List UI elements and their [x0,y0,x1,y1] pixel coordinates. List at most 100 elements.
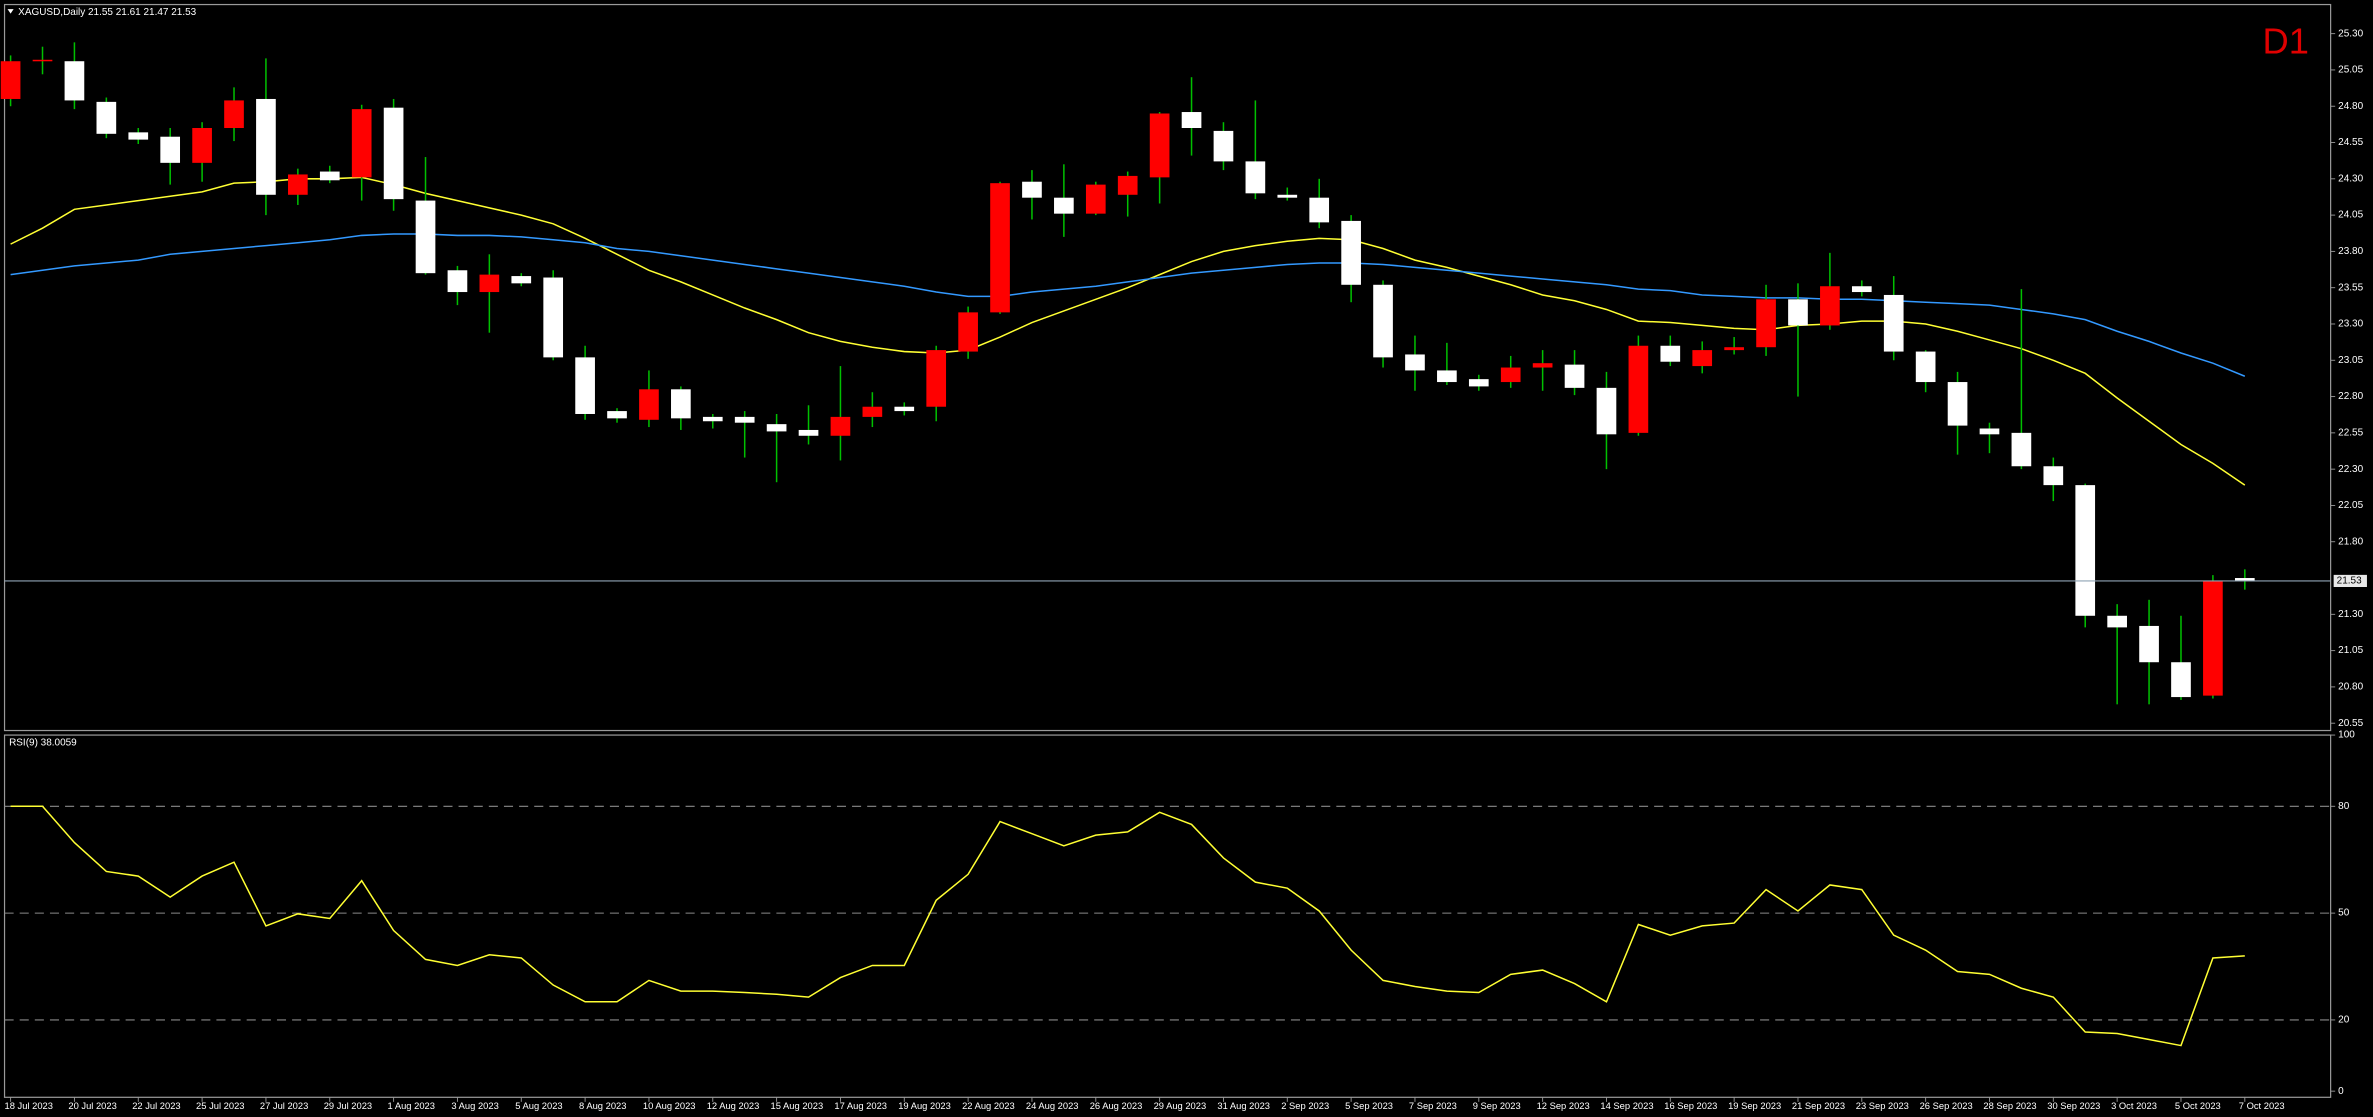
indicator-line [10,176,2246,486]
x-tick-label: 26 Aug 2023 [1090,1101,1143,1111]
candle-body [2203,580,2223,696]
candle-body [1149,113,1170,178]
y-tick-label: 24.30 [2338,173,2363,184]
y-tick-label: 25.05 [2338,65,2363,76]
x-tick-label: 23 Sep 2023 [1856,1101,1909,1111]
x-tick-label: 19 Aug 2023 [898,1101,951,1111]
y-tick-label: 23.05 [2338,355,2363,366]
candle-body [2171,662,2191,698]
candle-body [96,101,117,134]
x-tick-label: 18 Jul 2023 [5,1101,53,1111]
candle-body [1628,345,1649,433]
x-tick-label: 25 Jul 2023 [196,1101,244,1111]
y-tick-label: 20.80 [2338,682,2363,693]
x-tick-label: 5 Aug 2023 [515,1101,562,1111]
x-tick-label: 22 Aug 2023 [962,1101,1015,1111]
candle-body [32,59,53,62]
x-tick-label: 3 Oct 2023 [2111,1101,2157,1111]
candle-body [607,411,627,419]
timeframe-label: D1 [2263,21,2309,62]
candle-body [64,61,85,101]
y-tick-label: 24.80 [2338,101,2363,112]
x-tick-label: 16 Sep 2023 [1664,1101,1717,1111]
y-tick-label: 21.80 [2338,536,2363,547]
x-tick-label: 17 Aug 2023 [834,1101,887,1111]
candle-body [1564,364,1585,388]
candle-body [798,429,819,436]
x-tick-label: 7 Sep 2023 [1409,1101,1457,1111]
candle-body [1085,184,1106,214]
candle-body [2075,485,2096,616]
candle-body [830,416,851,436]
x-tick-label: 2 Sep 2023 [1281,1101,1329,1111]
candle-body [1820,286,1840,326]
x-tick-label: 27 Jul 2023 [260,1101,308,1111]
candle-body [415,200,436,274]
y-tick-label: 100 [2338,730,2355,741]
x-tick-label: 20 Jul 2023 [68,1101,116,1111]
candle-body [1532,363,1553,368]
chart-title: XAGUSD,Daily 21.55 21.61 21.47 21.53 [18,7,196,18]
candle-body [958,312,978,352]
candle-body [1468,379,1489,387]
candle-body [1373,284,1393,358]
candle-body [1660,345,1681,362]
candle-body [2011,432,2032,467]
candle-body [1692,350,1713,367]
candle-body [256,98,276,195]
x-tick-label: 8 Aug 2023 [579,1101,626,1111]
candle-body [224,100,244,129]
x-tick-label: 29 Aug 2023 [1154,1101,1207,1111]
x-tick-label: 9 Sep 2023 [1473,1101,1521,1111]
x-tick-label: 3 Aug 2023 [451,1101,498,1111]
candle-body [1245,161,1266,194]
x-tick-label: 22 Jul 2023 [132,1101,180,1111]
candle-body [0,61,21,99]
candle-body [862,406,883,417]
x-tick-label: 30 Sep 2023 [2047,1101,2100,1111]
x-tick-label: 12 Aug 2023 [707,1101,760,1111]
candle-body [990,183,1010,313]
candle-body [639,389,659,420]
candle-body [766,424,787,432]
candle-body [575,357,595,414]
x-tick-label: 5 Sep 2023 [1345,1101,1393,1111]
candle-body [1437,370,1457,383]
y-tick-label: 24.55 [2338,137,2363,148]
candle-body [1596,387,1617,435]
candle-body [1213,130,1234,162]
y-tick-label: 20 [2338,1015,2350,1026]
candle-body [288,174,308,195]
candle-body [926,350,947,407]
y-tick-label: 23.55 [2338,282,2363,293]
x-tick-label: 21 Sep 2023 [1792,1101,1845,1111]
candle-body [734,416,755,423]
candle-body [543,277,564,358]
candle-body [1756,299,1776,348]
y-tick-label: 22.30 [2338,464,2363,475]
candle-body [351,109,372,178]
y-tick-label: 21.30 [2338,609,2363,620]
candle-body [1277,194,1298,198]
x-tick-label: 1 Aug 2023 [388,1101,435,1111]
x-tick-label: 7 Oct 2023 [2239,1101,2285,1111]
x-tick-label: 5 Oct 2023 [2175,1101,2221,1111]
candle-body [383,107,404,200]
y-tick-label: 22.80 [2338,391,2363,402]
x-tick-label: 31 Aug 2023 [1217,1101,1270,1111]
y-tick-label: 0 [2338,1086,2344,1097]
current-price-box [2333,574,2367,587]
candle-body [1883,294,1904,352]
indicator-line [10,233,2246,377]
rsi-panel [3,734,2332,1098]
y-tick-label: 23.30 [2338,319,2363,330]
candle-body [160,136,181,163]
candle-body [1341,220,1361,285]
menu-icon[interactable] [7,9,14,14]
x-tick-label: 12 Sep 2023 [1537,1101,1590,1111]
candle-body [1117,175,1138,195]
indicator-line [10,805,2245,1047]
x-tick-label: 24 Aug 2023 [1026,1101,1079,1111]
x-tick-label: 10 Aug 2023 [643,1101,696,1111]
